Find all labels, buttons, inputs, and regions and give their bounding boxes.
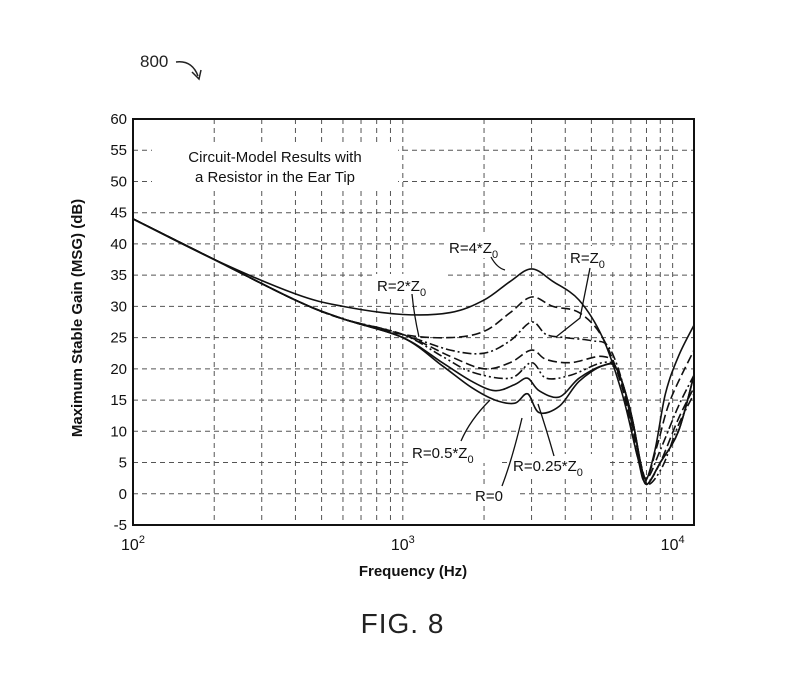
x-tick-label: 102 xyxy=(121,534,145,554)
y-tick-label: 15 xyxy=(110,392,127,409)
y-tick-label: 45 xyxy=(110,205,127,222)
msg-chart: -5 0 5 10 15 20 25 30 35 40 45 50 55 60 102 103 104 Circ… xyxy=(0,0,805,600)
y-tick-label: 0 xyxy=(119,486,127,503)
x-tick-label: 103 xyxy=(391,534,415,554)
annotation-r-05z0: R=0.5*Z0 xyxy=(409,400,499,466)
y-tick-label: 60 xyxy=(110,111,127,128)
annotation-r-4z0: R=4*Z0 xyxy=(446,236,518,270)
figure-caption: FIG. 8 xyxy=(0,608,805,640)
svg-text:R=0: R=0 xyxy=(475,488,503,505)
y-tick-label: 35 xyxy=(110,267,127,284)
x-tick-label: 104 xyxy=(661,534,685,554)
chart-title-line-1: Circuit-Model Results with xyxy=(188,149,361,166)
y-tick-label: 5 xyxy=(119,455,127,472)
y-tick-label: 10 xyxy=(110,423,127,440)
annotation-r-2z0: R=2*Z0 xyxy=(374,274,448,337)
y-tick-label: 20 xyxy=(110,361,127,378)
chart-title: Circuit-Model Results with a Resistor in… xyxy=(152,143,398,187)
chart-title-line-2: a Resistor in the Ear Tip xyxy=(195,169,355,186)
reference-arrow xyxy=(176,62,201,79)
y-axis-label: Maximum Stable Gain (MSG) (dB) xyxy=(69,199,86,437)
x-axis-label: Frequency (Hz) xyxy=(359,563,467,580)
y-tick-label: 50 xyxy=(110,173,127,190)
y-tick-label: -5 xyxy=(114,517,127,534)
y-tick-label: 25 xyxy=(110,330,127,347)
y-tick-label: 55 xyxy=(110,142,127,159)
annotation-r-025z0: R=0.25*Z0 xyxy=(510,404,610,479)
y-tick-label: 40 xyxy=(110,236,127,253)
y-tick-label: 30 xyxy=(110,298,127,315)
